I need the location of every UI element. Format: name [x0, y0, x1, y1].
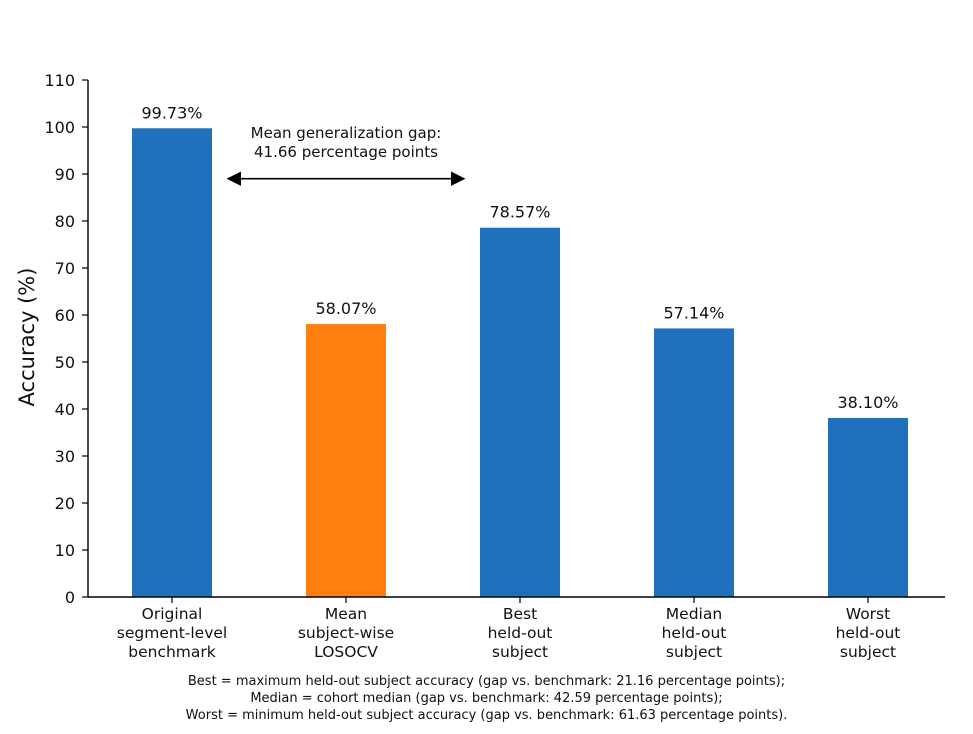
- bar: [132, 128, 212, 598]
- caption-line-2: Median = cohort median (gap vs. benchmar…: [250, 691, 723, 706]
- bar-value-label: 78.57%: [489, 203, 550, 222]
- y-tick-label: 100: [44, 118, 75, 137]
- y-tick-label: 20: [55, 494, 75, 513]
- bar: [654, 328, 734, 597]
- x-axis: Original segment-level benchmark Mean subjec…: [88, 596, 945, 660]
- y-tick-label: 70: [55, 259, 75, 278]
- bar-value-label: 58.07%: [315, 299, 376, 318]
- y-tick-label: 0: [65, 588, 75, 607]
- caption-line-1: Best = maximum held-out subject accuracy…: [187, 674, 786, 689]
- caption-line-3: Worst = minimum held-out subject accurac…: [185, 708, 788, 723]
- y-tick-label: 40: [55, 400, 75, 419]
- bar-value-label: 38.10%: [837, 393, 898, 412]
- bar: [306, 324, 386, 597]
- x-tick-label: Mean subject-wise LOSOCV: [298, 605, 394, 660]
- x-tick-label: Median held-out subject: [662, 605, 727, 660]
- x-tick-label: Worst held-out subject: [836, 605, 901, 660]
- y-tick-label: 30: [55, 447, 75, 466]
- bars: 99.73% 58.07% 78.57% 57.14% 38.10%: [132, 103, 908, 598]
- y-tick-label: 10: [55, 541, 75, 560]
- bar-value-label: 57.14%: [663, 303, 724, 322]
- bar-value-label: 99.73%: [141, 103, 202, 122]
- bar: [480, 227, 560, 597]
- y-tick-label: 110: [44, 71, 75, 90]
- y-tick-label: 90: [55, 165, 75, 184]
- gap-annotation-text: Mean generalization gap: 41.66 percentage…: [251, 124, 442, 161]
- bar: [828, 417, 908, 597]
- x-tick-label: Original segment-level benchmark: [117, 605, 227, 660]
- y-tick-label: 80: [55, 212, 75, 231]
- y-axis-title: Accuracy (%): [15, 268, 39, 407]
- x-tick-label: Best held-out subject: [488, 605, 553, 660]
- y-tick-label: 60: [55, 306, 75, 325]
- y-tick-label: 50: [55, 353, 75, 372]
- gap-annotation: Mean generalization gap: 41.66 percentage…: [226, 124, 466, 186]
- y-axis: 0 10 20 30 40 50 60 70 80 90 100 110: [44, 71, 89, 607]
- bar-chart: 0 10 20 30 40 50 60 70 80 90 100 110 99.73% 58.07% 78…: [15, 71, 945, 660]
